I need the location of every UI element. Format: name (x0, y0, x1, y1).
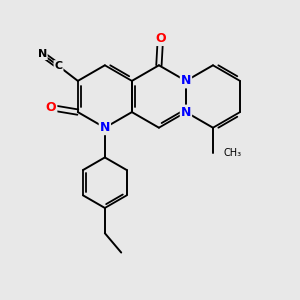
Text: N: N (181, 106, 191, 118)
Text: N: N (38, 49, 47, 59)
Text: O: O (46, 101, 56, 114)
Text: C: C (55, 61, 63, 71)
Text: O: O (155, 32, 166, 45)
Text: CH₃: CH₃ (224, 148, 242, 158)
Text: N: N (181, 74, 191, 87)
Text: N: N (100, 121, 110, 134)
